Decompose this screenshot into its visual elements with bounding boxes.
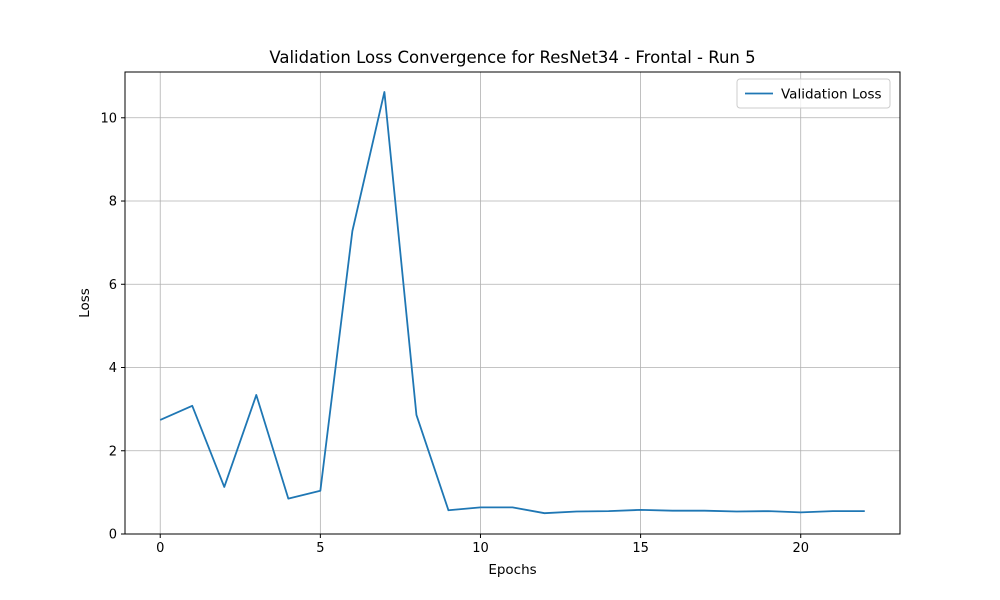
series-layer <box>159 91 865 515</box>
legend: Validation Loss <box>736 78 891 109</box>
legend-box <box>736 78 891 109</box>
y-tick-label: 2 <box>109 444 117 459</box>
y-tick-label: 6 <box>109 278 117 293</box>
x-tick-label: 10 <box>472 541 489 556</box>
legend-label: Validation Loss <box>781 87 882 103</box>
x-axis-label: Epochs <box>488 562 536 578</box>
chart-title: Validation Loss Convergence for ResNet34… <box>269 48 755 67</box>
grid <box>125 72 900 535</box>
x-tick-label: 0 <box>156 541 164 556</box>
y-tick-label: 0 <box>109 528 117 543</box>
y-tick-label: 8 <box>109 195 117 210</box>
ticks: 0 5 10 15 20 0 2 4 6 8 10 <box>100 111 809 556</box>
x-tick-label: 5 <box>316 541 324 556</box>
y-tick-label: 4 <box>109 361 117 376</box>
plot-frame <box>124 71 901 535</box>
x-tick-label: 20 <box>792 541 809 556</box>
y-tick-label: 10 <box>100 111 117 126</box>
series-line-validation-loss <box>159 91 865 515</box>
x-tick-label: 15 <box>632 541 649 556</box>
y-axis-label: Loss <box>77 288 93 318</box>
